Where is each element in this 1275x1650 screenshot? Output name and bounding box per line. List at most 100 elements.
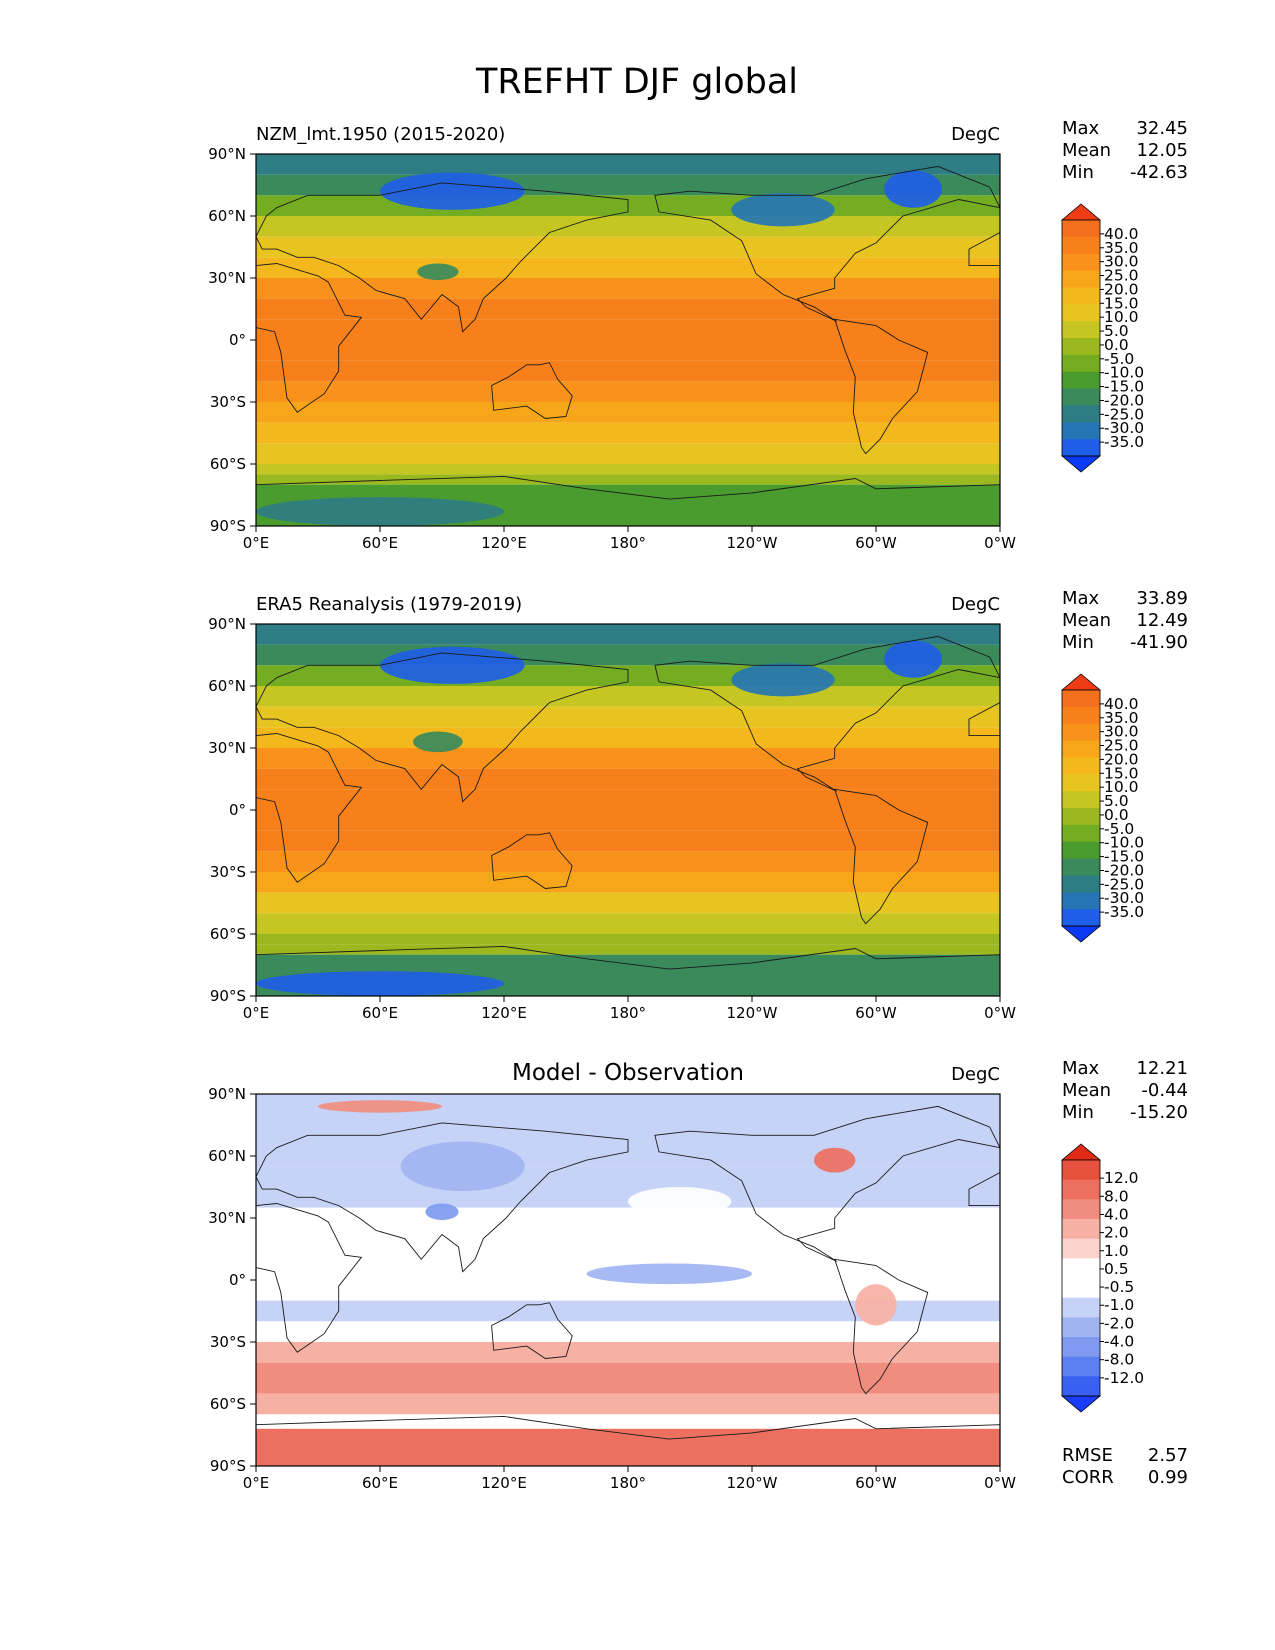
colorbar-level (1062, 1160, 1100, 1181)
lon-tick-label: 120°E (481, 1474, 527, 1492)
stat-min-value: -15.20 (1130, 1102, 1188, 1123)
colorbar-tick-label: 0.0 (1104, 336, 1129, 354)
colorbar-extend-max (1060, 673, 1102, 691)
colorbar-level (1062, 236, 1100, 255)
colorbar-level (1062, 740, 1100, 758)
colorbar-tick-label: -35.0 (1104, 903, 1144, 921)
lon-tick-label: 180° (610, 1474, 646, 1492)
region-greenland (884, 640, 943, 678)
colorbar-level (1062, 338, 1100, 356)
colorbar-level (1062, 1317, 1100, 1338)
colorbar: 40.035.030.025.020.015.010.05.00.0-5.0-1… (1060, 203, 1144, 473)
colorbar-level (1062, 1278, 1100, 1299)
stat-mean-label: Mean (1062, 610, 1111, 631)
zonal-band (256, 727, 1000, 748)
colorbar-tick-label: -30.0 (1104, 889, 1144, 907)
colorbar-tick-label: 30.0 (1104, 723, 1139, 741)
lat-tick-label: 60°S (210, 455, 246, 473)
zonal-band (256, 872, 1000, 893)
lon-tick-label: 60°W (855, 1474, 897, 1492)
zonal-band (256, 830, 1000, 852)
colorbar-level (1062, 1337, 1100, 1358)
colorbar-level (1062, 220, 1100, 238)
colorbar-tick-label: 20.0 (1104, 280, 1139, 298)
zonal-band (256, 443, 1000, 464)
zonal-band (256, 706, 1000, 728)
zonal-band (256, 474, 1000, 485)
colorbar-level (1062, 1219, 1100, 1240)
region-south-america-warm (855, 1284, 897, 1326)
zonal-band (256, 1362, 1000, 1394)
colorbar-tick-label: -15.0 (1104, 378, 1144, 396)
corr-label: CORR (1062, 1467, 1114, 1488)
lat-tick-label: 30°S (210, 863, 246, 881)
coastline (491, 1302, 573, 1359)
lat-axis: 90°N 60°N 30°N 0° 30°S 60°S 90°S (208, 1085, 256, 1475)
coastlines (256, 1105, 1000, 1466)
lon-tick-label: 120°E (481, 1004, 527, 1022)
coastline (256, 652, 629, 803)
coastline (834, 1258, 929, 1395)
lon-tick-label: 60°E (362, 1004, 398, 1022)
colorbar-frame (1061, 219, 1101, 457)
coastline (256, 182, 629, 333)
lon-tick-label: 60°W (855, 534, 897, 552)
region-tibet (417, 263, 459, 281)
colorbar-tick-label: -20.0 (1104, 391, 1144, 409)
region-greenland (884, 170, 943, 208)
region-siberia (380, 646, 525, 684)
colorbar-level (1062, 1179, 1100, 1200)
colorbar-level (1062, 253, 1100, 272)
lon-axis: 0°E 60°E 120°E 180° 120°W 60°W 0°W (243, 1466, 1016, 1492)
panel-title: Model - Observation (512, 1060, 744, 1086)
lat-tick-label: 30°S (210, 1333, 246, 1351)
zonal-band (256, 1238, 1000, 1260)
zonal-band (256, 1207, 1000, 1239)
colorbar-extend-max (1060, 203, 1102, 221)
colorbar-tick-label: -0.5 (1104, 1278, 1134, 1296)
colorbar-tick-label: 30.0 (1104, 253, 1139, 271)
temperature-field (256, 624, 1000, 996)
zonal-band (256, 1414, 1000, 1429)
coastline (654, 635, 1000, 792)
colorbar-tick-label: -2.0 (1104, 1314, 1134, 1332)
coastlines (256, 165, 1000, 526)
corr-value: 0.99 (1148, 1467, 1188, 1488)
colorbar-frame (1061, 689, 1101, 927)
region-hudson-bay-warm (814, 1147, 856, 1173)
colorbar-tick-label: 20.0 (1104, 750, 1139, 768)
zonal-band (256, 913, 1000, 934)
colorbar-tick-label: 5.0 (1104, 322, 1129, 340)
region-east-pacific-cold (586, 1263, 752, 1285)
stat-mean-value: -0.44 (1141, 1080, 1188, 1101)
colorbar-level (1062, 824, 1100, 843)
colorbar-level (1062, 422, 1100, 440)
colorbar-level (1062, 791, 1100, 809)
lat-tick-label: 60°S (210, 1395, 246, 1413)
stat-max-value: 33.89 (1136, 588, 1188, 609)
zonal-band (256, 892, 1000, 914)
zonal-band (256, 1321, 1000, 1342)
region-antarctica-interior (256, 971, 504, 996)
stats-box: Max 32.45 Mean 12.05 Min -42.63 (1062, 118, 1188, 183)
coastline (968, 231, 1000, 267)
colorbar-level (1062, 388, 1100, 406)
colorbar-tick-label: 8.0 (1104, 1187, 1129, 1205)
lon-tick-label: 0°W (984, 1474, 1016, 1492)
coastline (256, 263, 363, 413)
colorbar: 12.08.04.02.01.00.5-0.5-1.0-2.0-4.0-8.0-… (1060, 1143, 1144, 1413)
rmse-corr-box: RMSE 2.57 CORR 0.99 (1062, 1445, 1188, 1488)
colorbar-tick-label: 25.0 (1104, 267, 1139, 285)
stat-min-value: -41.90 (1130, 632, 1188, 653)
colorbar-tick-label: 5.0 (1104, 792, 1129, 810)
coastline (654, 1105, 1000, 1262)
zonal-band (256, 1342, 1000, 1363)
coastline (968, 1171, 1000, 1207)
coastline (256, 1203, 363, 1353)
lon-tick-label: 120°W (727, 1004, 778, 1022)
colorbar-tick-label: 0.5 (1104, 1260, 1129, 1278)
panel-difference: Model - Observation DegC 90°N 60°N 30°N 0° 3… (208, 1058, 1188, 1492)
zonal-band (256, 278, 1000, 299)
colorbar-level (1062, 706, 1100, 725)
